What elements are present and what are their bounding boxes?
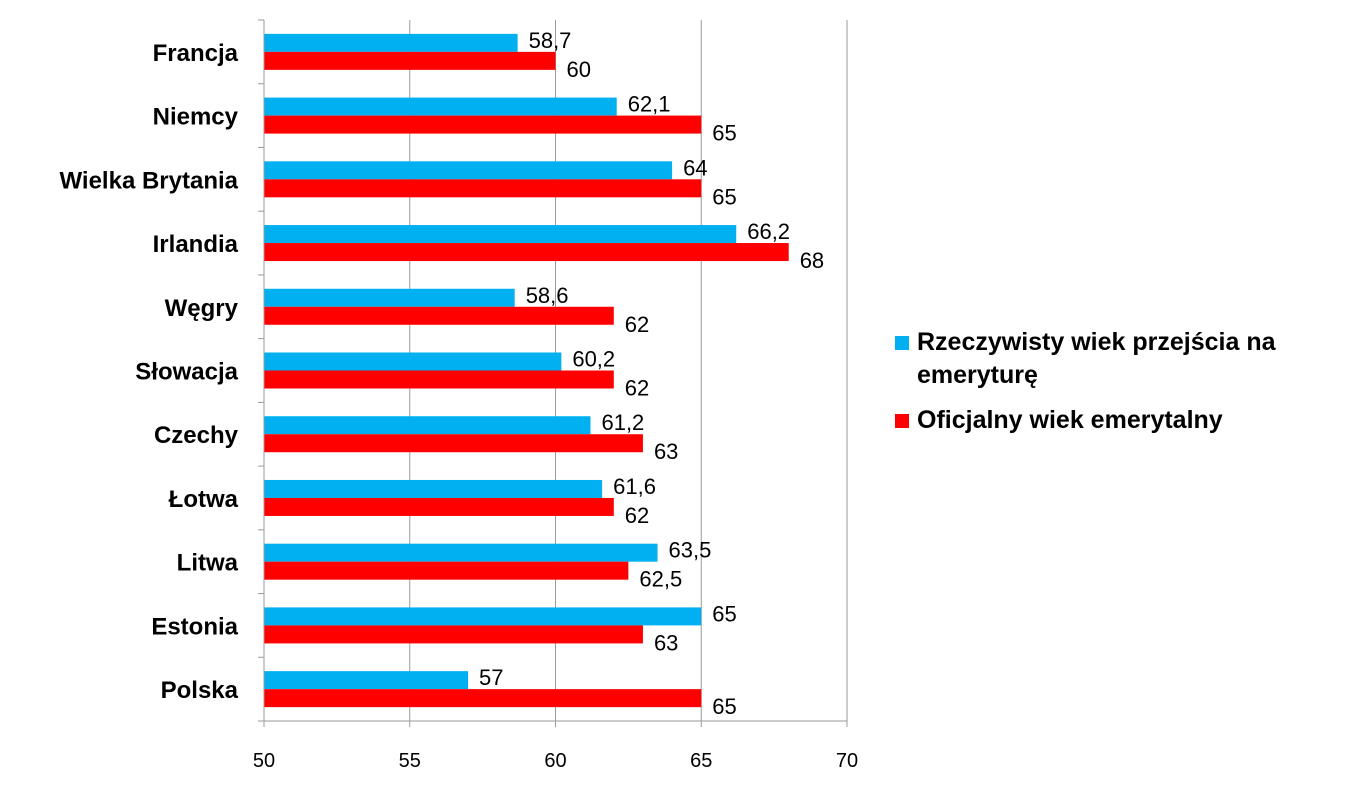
bar-official: [264, 497, 614, 516]
legend-item-official: Oficjalny wiek emerytalny: [895, 404, 1345, 437]
data-label-official: 65: [712, 121, 736, 146]
category-label: Czechy: [154, 422, 239, 449]
bar-official: [264, 370, 614, 389]
bar-actual: [264, 607, 702, 626]
bar-official: [264, 561, 629, 580]
data-label-official: 68: [800, 248, 824, 273]
data-label-official: 62: [625, 376, 649, 401]
data-label-official: 62: [625, 503, 649, 528]
data-label-official: 65: [712, 694, 736, 719]
category-label: Irlandia: [153, 231, 239, 258]
category-label: Słowacja: [135, 359, 238, 386]
bar-actual: [264, 416, 591, 435]
legend-label-official: Oficjalny wiek emerytalny: [917, 406, 1223, 434]
axes: 50 55 60 65 70 Francja Niemcy Wielka Brytania Ir…: [59, 19, 858, 772]
bar-actual: [264, 33, 518, 52]
bar-actual: [264, 225, 737, 244]
legend-label-actual: Rzeczywisty wiek przejścia na emeryturę: [917, 328, 1276, 389]
data-label-official: 63: [654, 630, 678, 655]
data-label-official: 63: [654, 439, 678, 464]
bar-actual: [264, 479, 603, 498]
category-label: Polska: [161, 677, 239, 704]
x-tick-label: 70: [836, 750, 858, 772]
data-label-official: 62: [625, 312, 649, 337]
data-label-actual: 61,2: [601, 410, 644, 435]
data-label-official: 60: [567, 57, 591, 82]
data-label-actual: 66,2: [747, 219, 790, 244]
category-label: Niemcy: [153, 104, 239, 131]
data-label-actual: 61,6: [613, 474, 656, 499]
category-label: Łotwa: [169, 486, 239, 513]
data-label-actual: 57: [479, 665, 503, 690]
data-label-actual: 58,6: [526, 283, 569, 308]
bar-actual: [264, 671, 469, 690]
bar-actual: [264, 161, 673, 180]
bar-actual: [264, 97, 617, 116]
category-label: Francja: [153, 40, 239, 67]
x-tick-label: 60: [544, 750, 566, 772]
bar-actual: [264, 352, 562, 371]
legend-item-actual: Rzeczywisty wiek przejścia na emeryturę: [895, 326, 1345, 392]
category-label: Wielka Brytania: [59, 167, 238, 194]
legend: Rzeczywisty wiek przejścia na emeryturę …: [895, 326, 1345, 449]
category-label: Litwa: [177, 550, 239, 577]
data-label-actual: 58,7: [529, 28, 572, 53]
data-label-actual: 63,5: [669, 538, 712, 563]
data-label-official: 62,5: [639, 567, 682, 592]
bar-official: [264, 306, 614, 325]
bar-official: [264, 115, 702, 134]
bar-official: [264, 243, 789, 262]
x-tick-label: 50: [253, 750, 275, 772]
data-label-actual: 65: [712, 601, 736, 626]
bars: [264, 33, 789, 708]
data-label-official: 65: [712, 184, 736, 209]
bar-official: [264, 51, 556, 70]
x-tick-label: 65: [690, 750, 712, 772]
bar-official: [264, 689, 702, 708]
legend-swatch-actual: [895, 336, 909, 350]
bar-actual: [264, 288, 515, 307]
category-label: Estonia: [151, 613, 238, 640]
data-label-actual: 62,1: [628, 92, 671, 117]
bar-actual: [264, 543, 658, 562]
data-labels: 58,76062,165646566,26858,66260,26261,263…: [479, 28, 824, 719]
legend-swatch-official: [895, 414, 909, 428]
bar-official: [264, 625, 643, 644]
x-tick-label: 55: [399, 750, 421, 772]
bar-official: [264, 434, 643, 453]
bar-official: [264, 179, 702, 198]
data-label-actual: 60,2: [572, 347, 615, 372]
data-label-actual: 64: [683, 155, 707, 180]
category-label: Węgry: [165, 295, 239, 322]
